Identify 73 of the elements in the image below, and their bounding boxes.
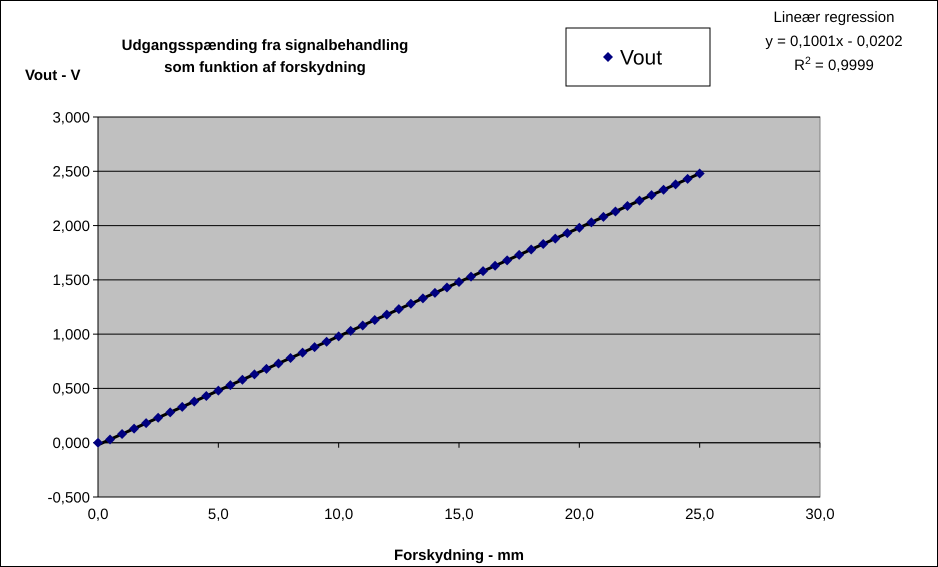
y-tick-label: 0,000 (52, 434, 90, 452)
point (370, 315, 380, 326)
chart-title: Udgangsspænding fra signalbehandling som funktion af forskydning (122, 37, 408, 76)
point (310, 342, 320, 352)
point (322, 336, 332, 347)
y-tick-label: 1,500 (52, 272, 90, 290)
x-tick-label: 5,0 (208, 506, 229, 523)
point (129, 424, 140, 434)
point (261, 364, 272, 374)
point (394, 304, 404, 314)
point (382, 310, 392, 320)
y-tick-label: 2,500 (52, 164, 90, 181)
point (225, 380, 236, 390)
point (334, 331, 344, 342)
point (201, 391, 212, 402)
y-tick-label: 2,000 (52, 218, 90, 235)
point (286, 353, 296, 364)
point (165, 407, 176, 418)
point (658, 184, 669, 195)
point (490, 260, 500, 271)
point (189, 396, 200, 406)
point (298, 348, 308, 358)
y-tick-label: 3,000 (52, 109, 90, 126)
point (550, 234, 560, 244)
point (466, 272, 476, 282)
x-tick-label: 25,0 (685, 506, 714, 523)
point (105, 434, 116, 444)
x-axis-title: Forskydning - mm (394, 547, 524, 564)
point (213, 386, 224, 396)
legend-label: Vout (620, 46, 662, 70)
point (177, 402, 188, 412)
y-tick-label: 0,500 (52, 380, 90, 398)
point (454, 277, 464, 288)
point (538, 239, 548, 250)
point (153, 412, 164, 423)
point (442, 282, 452, 292)
point (237, 374, 248, 385)
text: R$^{2}$ = 0,9999 (794, 55, 874, 74)
point (646, 190, 657, 200)
y-tick-label: 1,000 (52, 326, 90, 344)
y-axis-title: Vout - V (25, 67, 81, 84)
point (249, 369, 260, 380)
x-tick-label: 0,0 (88, 506, 108, 523)
x-tick-label: 30,0 (805, 506, 835, 523)
point (346, 326, 356, 336)
point (610, 206, 620, 216)
x-tick-label: 20,0 (564, 506, 594, 523)
point (502, 255, 512, 266)
point (358, 320, 368, 330)
point (418, 293, 428, 304)
point (274, 358, 284, 368)
point (562, 228, 572, 238)
point (586, 217, 596, 228)
x-tick-label: 15,0 (444, 506, 474, 523)
point (694, 168, 705, 178)
point (622, 201, 632, 212)
y-tick-label: -0,500 (47, 489, 90, 506)
point (514, 250, 524, 260)
text: Lineær regression (774, 9, 894, 26)
point (141, 418, 152, 428)
point (526, 244, 536, 254)
x-tick-label: 10,0 (324, 506, 354, 523)
point (682, 174, 693, 184)
point (670, 179, 681, 190)
point (574, 222, 584, 233)
text: y = 0,1001x - 0,0202 (765, 33, 903, 50)
point (430, 288, 440, 298)
point (93, 438, 103, 448)
point (406, 298, 416, 309)
point (598, 212, 608, 222)
point (634, 196, 644, 206)
point (478, 266, 488, 276)
point (117, 429, 128, 440)
